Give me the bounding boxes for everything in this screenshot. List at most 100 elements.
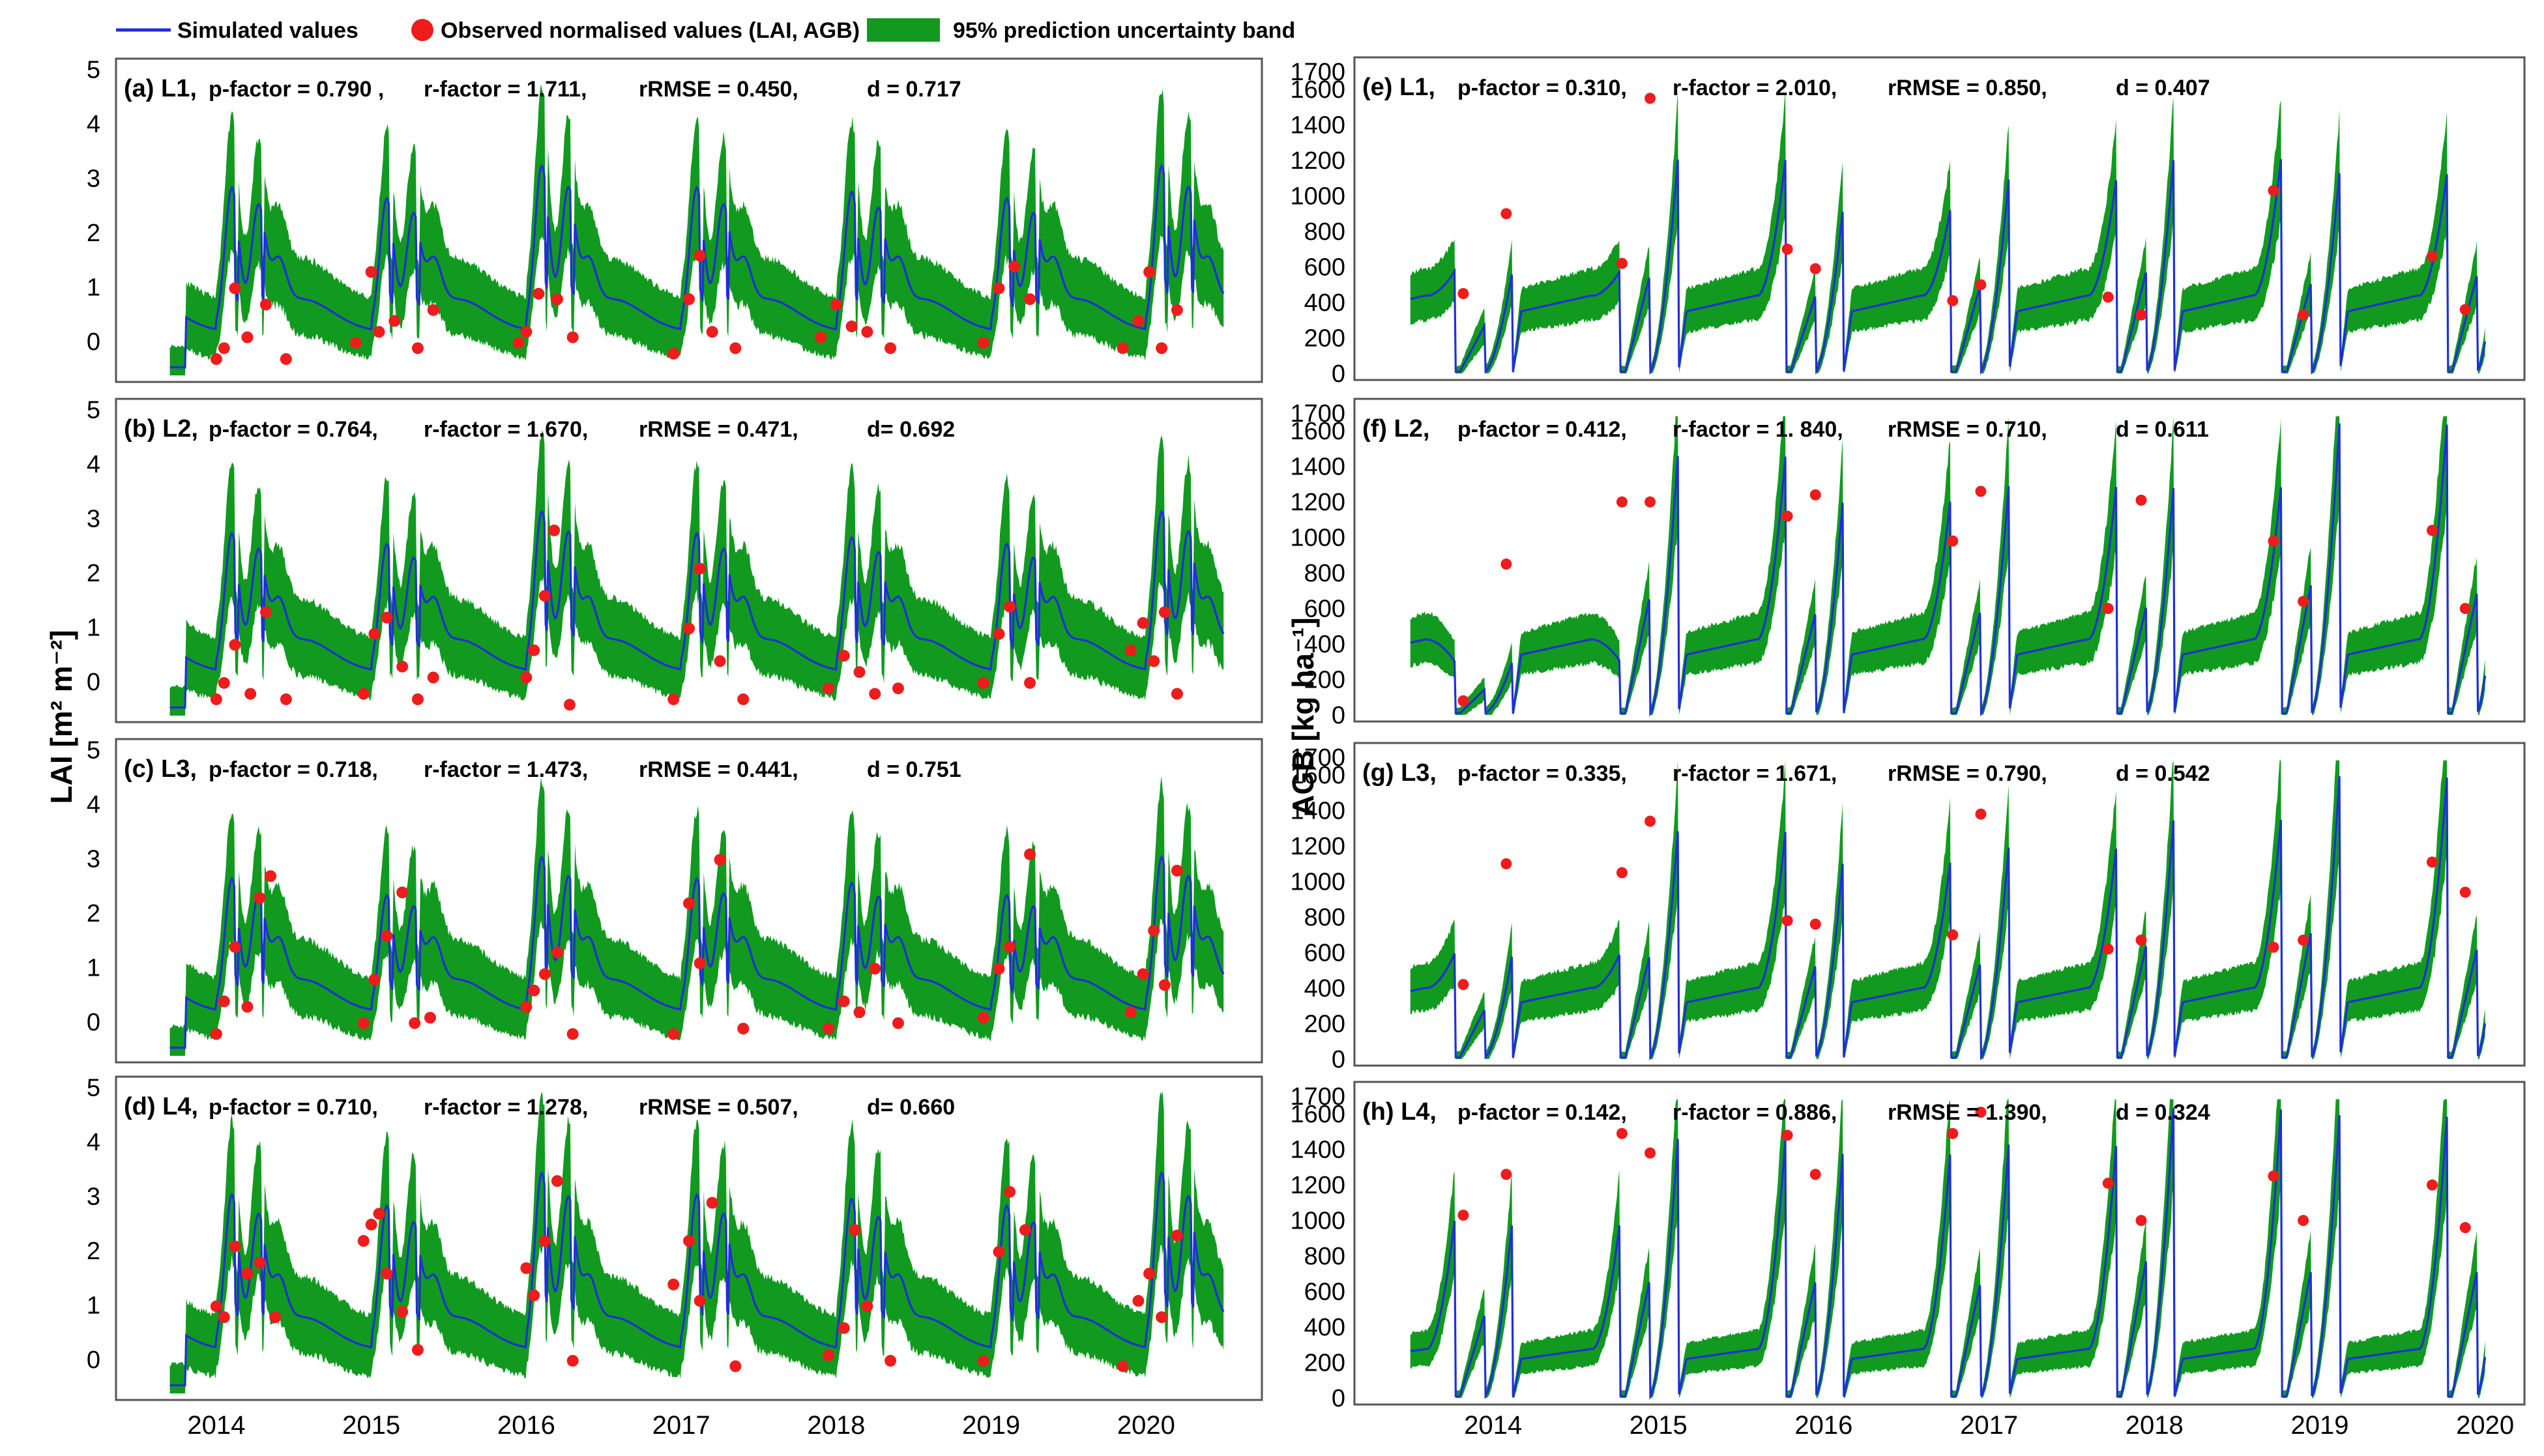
- y-tick-label: 1400: [1290, 112, 1345, 139]
- observed-point: [548, 524, 561, 536]
- observed-point: [838, 1322, 850, 1334]
- panel-label: (d) L4,: [124, 1093, 198, 1120]
- year-tick-label: 2015: [1630, 1411, 1688, 1440]
- legend-simulated-label: Simulated values: [177, 18, 358, 43]
- panel-label: (a) L1,: [124, 75, 197, 102]
- observed-point: [1975, 486, 1987, 497]
- observed-point: [1024, 677, 1036, 689]
- stat-r-factor: r-factor = 1.711,: [424, 77, 587, 102]
- stat-rrmse: rRMSE = 0.790,: [1888, 761, 2047, 786]
- y-tick-label: 4: [87, 791, 100, 819]
- stat-d: d = 0.751: [867, 757, 961, 782]
- year-tick-label: 2015: [342, 1411, 400, 1440]
- observed-point: [1137, 617, 1149, 629]
- observed-point: [520, 1262, 533, 1274]
- observed-point: [381, 930, 393, 942]
- observed-point: [1809, 263, 1821, 274]
- observed-point: [349, 336, 362, 349]
- y-tick-label: 5: [87, 396, 100, 424]
- observed-point: [1171, 864, 1183, 877]
- year-tick-label: 2018: [807, 1411, 865, 1440]
- observed-point: [1156, 1311, 1168, 1323]
- observed-point: [694, 1294, 706, 1307]
- observed-point: [2135, 494, 2147, 506]
- observed-point: [667, 1278, 680, 1290]
- y-tick-label: 2: [87, 900, 100, 927]
- observed-point: [1148, 655, 1160, 667]
- observed-point: [244, 688, 257, 700]
- observed-point: [1137, 968, 1149, 980]
- observed-point: [396, 660, 409, 673]
- stat-p-factor: p-factor = 0.335,: [1457, 761, 1627, 786]
- stat-d: d = 0.611: [2116, 417, 2209, 442]
- observed-point: [551, 293, 563, 305]
- observed-point: [869, 688, 881, 700]
- lai-axis-title: LAI [m² m⁻²]: [44, 630, 78, 804]
- observed-point: [2426, 856, 2438, 868]
- year-tick-label: 2019: [962, 1411, 1020, 1440]
- observed-point: [1008, 260, 1021, 272]
- y-tick-label: 5: [87, 56, 100, 83]
- observed-point: [254, 1257, 266, 1269]
- observed-point: [210, 693, 222, 705]
- simulated-line: [169, 509, 1225, 709]
- y-tick-label: 400: [1304, 1314, 1345, 1341]
- stat-rrmse: rRMSE = 0.507,: [639, 1095, 798, 1120]
- observed-point: [259, 298, 272, 311]
- y-tick-label: 600: [1304, 1279, 1345, 1306]
- observed-point: [1947, 295, 1959, 306]
- agb-year-axis: 2014 2015 2016 2017 2018 2019 2020: [1464, 1411, 2514, 1440]
- observed-point: [1117, 342, 1129, 355]
- observed-point: [2102, 603, 2114, 615]
- year-tick-label: 2017: [1960, 1411, 2018, 1440]
- observed-point: [533, 287, 545, 300]
- uncertainty-band: [169, 1091, 1224, 1393]
- y-tick-label: 800: [1304, 218, 1345, 246]
- stat-p-factor: p-factor = 0.412,: [1457, 417, 1627, 442]
- observed-point: [1004, 1186, 1016, 1198]
- y-tick-label: 0: [87, 669, 100, 696]
- y-tick-label: 200: [1304, 1350, 1345, 1377]
- observed-point: [528, 1289, 540, 1302]
- stat-r-factor: r-factor = 1.473,: [424, 757, 588, 782]
- stat-rrmse: rRMSE = 0.441,: [639, 757, 798, 782]
- observed-point: [373, 1208, 385, 1220]
- observed-point: [2426, 1179, 2438, 1191]
- year-tick-label: 2018: [2126, 1411, 2184, 1440]
- panel-label: (f) L2,: [1362, 415, 1429, 443]
- y-tick-label: 1000: [1290, 869, 1345, 896]
- observed-point: [2102, 291, 2114, 303]
- observed-point: [1124, 1006, 1137, 1019]
- stat-p-factor: p-factor = 0.710,: [209, 1095, 378, 1120]
- observed-point: [520, 326, 533, 338]
- y-tick-label: 800: [1304, 1243, 1345, 1270]
- year-tick-label: 2014: [1464, 1411, 1522, 1440]
- observed-point: [694, 957, 706, 969]
- legend-observed-swatch: [411, 19, 433, 41]
- observed-point: [822, 682, 834, 695]
- observed-point: [254, 892, 266, 904]
- observed-point: [1645, 1147, 1656, 1159]
- observed-point: [993, 628, 1005, 640]
- panels: 0 1 2 3 4 5 (a) L1, p-factor = 0.790 , r-factor …: [87, 56, 2526, 1412]
- stat-rrmse: rRMSE = 0.471,: [639, 417, 798, 442]
- observed-point: [411, 1344, 424, 1356]
- observed-point: [265, 870, 277, 882]
- observed-point: [538, 1235, 551, 1247]
- uncertainty-band: [169, 776, 1224, 1056]
- observed-point: [1975, 279, 1987, 291]
- observed-point: [2102, 1177, 2114, 1189]
- observed-point: [683, 293, 695, 305]
- observed-point: [1616, 867, 1628, 879]
- y-tick-label: 800: [1304, 904, 1345, 931]
- stat-d: d = 0.717: [867, 77, 961, 102]
- observed-point: [1616, 257, 1628, 269]
- observed-point: [977, 336, 989, 349]
- observed-point: [1117, 1360, 1129, 1373]
- stat-p-factor: p-factor = 0.718,: [209, 757, 378, 782]
- observed-point: [269, 1311, 282, 1323]
- y-tick-label: 400: [1304, 975, 1345, 1002]
- observed-point: [280, 353, 292, 365]
- observed-point: [528, 644, 540, 656]
